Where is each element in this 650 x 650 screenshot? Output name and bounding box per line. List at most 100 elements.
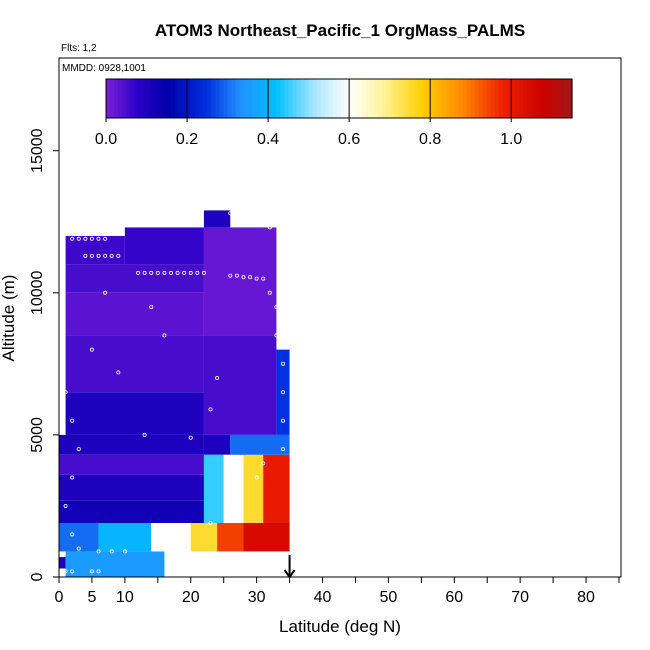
colorbar-segment [385,79,391,118]
measurement-point [168,270,173,275]
colorbar-segment [272,79,277,118]
heatmap-cell [217,523,244,552]
y-axis-label: Altitude (m) [0,275,18,362]
colorbar-frame [105,78,573,119]
colorbar-segment [418,79,423,118]
measurement-point [96,253,101,258]
colorbar-segment [454,79,460,118]
colorbar-tick-label: 0.8 [419,131,441,148]
measurement-point [162,270,167,275]
measurement-point [96,236,101,241]
colorbar-segment [268,79,273,118]
measurement-point [70,475,75,480]
measurement-point [149,305,154,310]
colorbar-segment [203,79,208,118]
measurement-point [136,270,141,275]
colorbar-segment [308,79,314,118]
colorbar-segment [332,79,338,118]
colorbar-segment [199,79,204,118]
measurement-point [162,333,167,338]
measurement-point [248,216,253,221]
colorbar-segment [345,79,350,118]
colorbar-segment [259,79,265,118]
x-tick-label: 80 [577,589,595,606]
colorbar-segment [341,79,346,118]
heatmap-cell [59,474,204,501]
colorbar-segment [106,79,111,118]
measurement-point [70,569,75,574]
colorbar-segment [276,79,281,118]
measurement-point [267,290,272,295]
measurement-point [267,225,272,230]
colorbar-segment [353,79,358,118]
colorbar-segment [470,79,476,118]
colorbar-segment [166,79,172,118]
measurement-point [208,407,213,412]
measurement-points [63,211,285,574]
colorbar-segment [114,79,119,118]
colorbar-segment [450,79,456,118]
colorbar-segment [405,79,411,118]
measurement-point [116,253,121,258]
colorbar-segment [434,79,439,118]
measurement-point [241,275,246,280]
heatmap-cell [203,434,231,455]
colorbar-tick-label: 0.4 [257,131,279,148]
x-tick-label: 50 [380,589,398,606]
colorbar-segment [219,79,225,118]
colorbar-segment [235,79,241,118]
arrow-head [283,569,296,579]
colorbar-segment [296,79,302,118]
x-tick-label: 70 [511,589,529,606]
measurement-point [116,370,121,375]
measurement-point [234,211,239,216]
measurement-point [103,290,108,295]
colorbar: 0.0 0.2 0.4 0.6 0.8 1.0 [95,78,573,148]
x-tick-label: 40 [314,589,332,606]
colorbar-segment [191,79,196,118]
measurement-point [89,347,94,352]
measurement-point [63,569,68,574]
measurement-point [155,270,160,275]
colorbar-segment [413,79,419,118]
colorbar-segment [187,79,192,118]
measurement-point [96,549,101,554]
x-tick-label: 60 [445,589,463,606]
colorbar-segment [122,79,127,118]
colorbar-segment [239,79,245,118]
colorbar-segment [401,79,407,118]
measurement-point [215,376,220,381]
heatmap-cell [65,292,204,336]
colorbar-segment [130,79,135,118]
measurement-point [234,273,239,278]
colorbar-segment [563,79,569,118]
colorbar-segment [158,79,164,118]
colorbar-segment [422,79,427,118]
colorbar-segment [478,79,484,118]
colorbar-segment [357,79,362,118]
colorbar-segment [409,79,415,118]
colorbar-segment [531,79,537,118]
measurement-point [89,253,94,258]
heatmap-cell [203,210,231,228]
colorbar-segment [211,79,217,118]
colorbar-segment [162,79,168,118]
heatmap-cell [65,264,204,293]
colorbar-segment [559,79,565,118]
measurement-point [70,418,75,423]
measurement-point [280,418,285,423]
colorbar-segment [255,79,261,118]
colorbar-segment [284,79,289,118]
colorbar-segment [349,79,354,118]
colorbar-segment [324,79,330,118]
measurement-point [228,273,233,278]
measurement-point [109,549,114,554]
heatmap-cell [151,523,191,552]
location-arrow-icon [283,555,296,579]
measurement-point [89,569,94,574]
x-axis: 0 5 10 20 30 40 50 60 70 80 [55,577,620,606]
measurement-point [261,222,266,227]
heatmap-cell [65,235,125,265]
measurement-point [142,432,147,437]
measurement-point [280,447,285,452]
